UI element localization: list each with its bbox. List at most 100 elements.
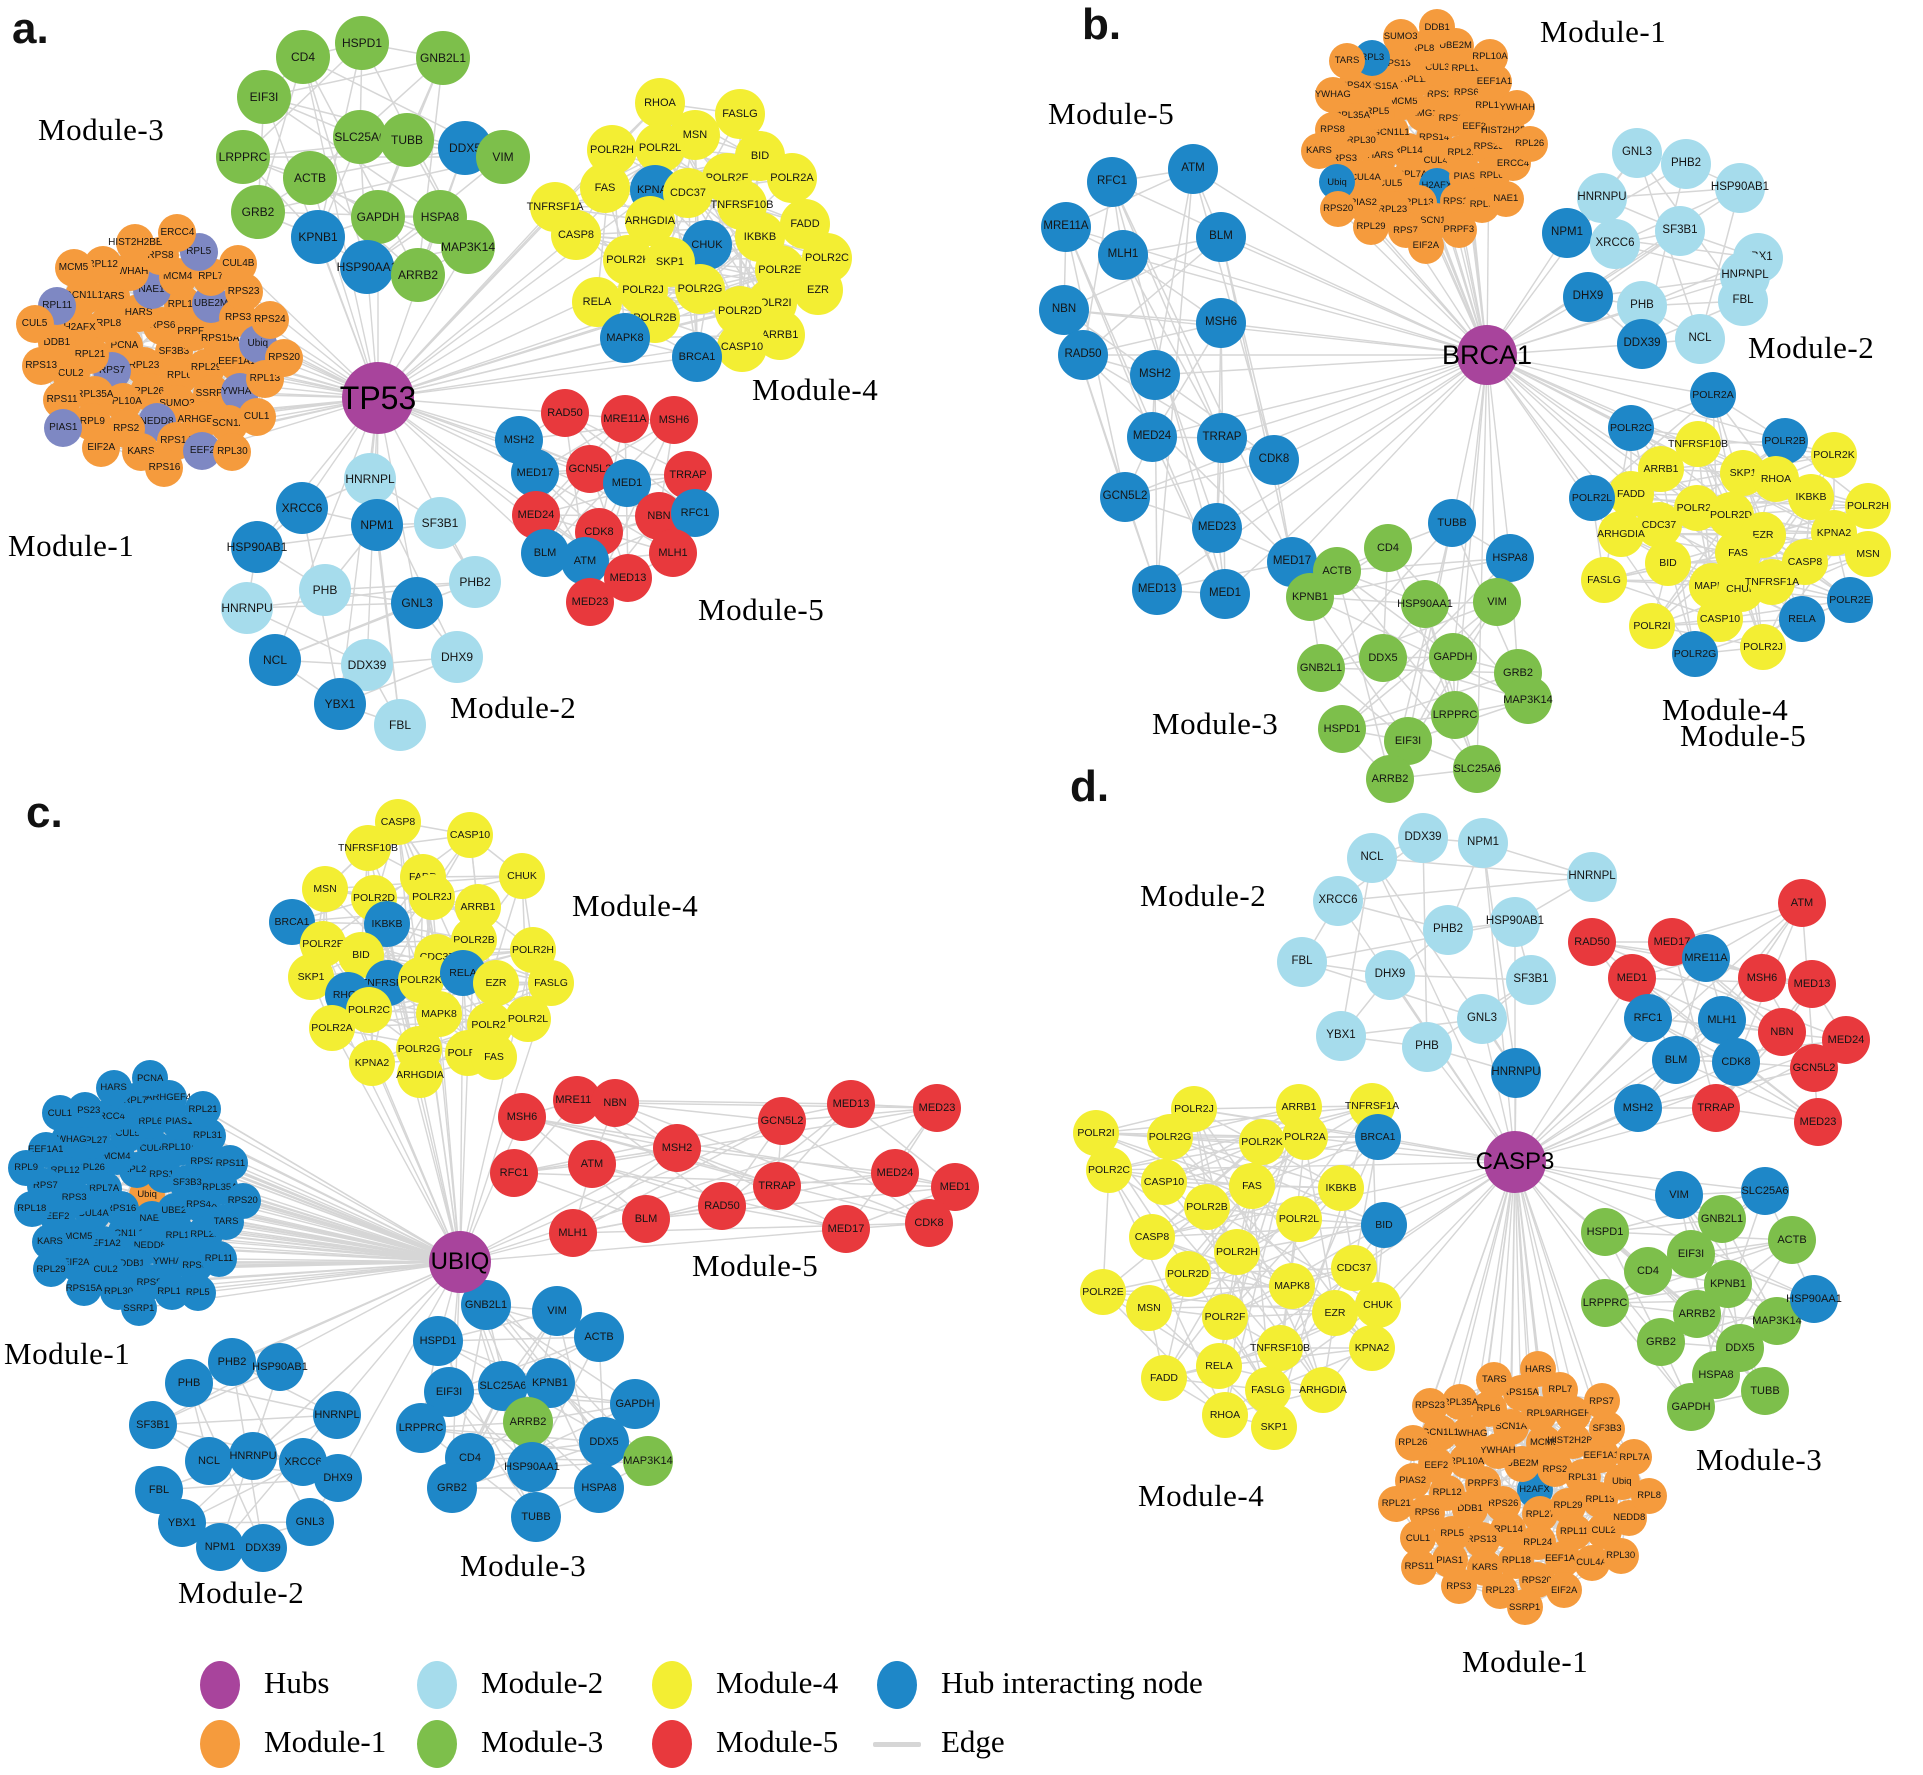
node-atm: ATM bbox=[1778, 879, 1826, 927]
node-blm: BLM bbox=[622, 1195, 670, 1243]
edge bbox=[1063, 309, 1488, 356]
node-phb2: PHB2 bbox=[449, 556, 501, 608]
node-gnb2l1: GNB2L1 bbox=[1297, 644, 1345, 692]
module-label-b-module-4: Module-4 bbox=[1662, 692, 1789, 727]
edge bbox=[377, 234, 577, 399]
node-med17: MED17 bbox=[822, 1205, 870, 1253]
node-med1: MED1 bbox=[1200, 569, 1250, 619]
edge bbox=[274, 397, 379, 661]
edge bbox=[377, 189, 656, 399]
edge bbox=[1422, 837, 1428, 1048]
node-msh6: MSH6 bbox=[650, 396, 698, 444]
module-label-c-module-3: Module-3 bbox=[460, 1548, 587, 1583]
edge bbox=[377, 206, 556, 399]
edge bbox=[1309, 596, 1409, 742]
node-ncl: NCL bbox=[185, 1437, 233, 1485]
node-hspd1: HSPD1 bbox=[413, 1316, 463, 1366]
node-tnfrsf10b: TNFRSF10B bbox=[338, 825, 398, 871]
node-med23: MED23 bbox=[1192, 503, 1242, 553]
node-eif2a: EIF2A bbox=[1546, 1572, 1583, 1609]
node-bid: BID bbox=[1645, 540, 1691, 586]
edge bbox=[1377, 1161, 1516, 1306]
edge bbox=[459, 1120, 783, 1263]
edge bbox=[437, 1336, 600, 1342]
edge bbox=[1301, 921, 1516, 963]
node-faslg: FASLG bbox=[1581, 557, 1627, 603]
node-hsp90aa1: HSP90AA1 bbox=[1786, 1275, 1842, 1323]
node-hsp90ab1: HSP90AB1 bbox=[252, 1343, 308, 1391]
node-cdk8: CDK8 bbox=[1712, 1038, 1760, 1086]
edge bbox=[1122, 254, 1488, 356]
node-faslg: FASLG bbox=[715, 89, 765, 139]
module-label-a-module-3: Module-3 bbox=[38, 112, 165, 147]
node-hars: HARS bbox=[95, 1070, 132, 1107]
edge bbox=[1154, 354, 1488, 376]
legend-label-module-4: Module-4 bbox=[716, 1665, 839, 1700]
edge bbox=[337, 1261, 461, 1479]
legend-swatch-hub-interacting-node bbox=[877, 1661, 917, 1709]
node-slc25a6: SLC25A6 bbox=[1453, 745, 1501, 793]
legend-swatch-module-4 bbox=[652, 1661, 692, 1709]
node-npm1: NPM1 bbox=[1542, 208, 1592, 258]
node-rps23: RPS23 bbox=[1412, 1387, 1449, 1424]
node-med13: MED13 bbox=[1788, 960, 1836, 1008]
node-msh6: MSH6 bbox=[1196, 298, 1246, 348]
edge bbox=[1389, 974, 1516, 1163]
node-polr2d: POLR2D bbox=[1165, 1251, 1211, 1297]
node-nbn: NBN bbox=[1039, 285, 1089, 335]
edge bbox=[1514, 1161, 1608, 1430]
node-med13: MED13 bbox=[1132, 565, 1182, 615]
edge bbox=[1647, 1017, 1847, 1041]
node-rpl29: RPL29 bbox=[33, 1251, 70, 1288]
node-gapdh: GAPDH bbox=[351, 190, 405, 244]
node-gnl3: GNL3 bbox=[1457, 994, 1507, 1044]
edge bbox=[1699, 187, 1741, 340]
edge bbox=[1514, 1161, 1539, 1370]
node-hnrnpl: HNRNPL bbox=[344, 453, 396, 505]
edge bbox=[1514, 1161, 1662, 1343]
node-msh6: MSH6 bbox=[1738, 954, 1786, 1002]
node-rpl10a: RPL10A bbox=[1448, 1443, 1485, 1480]
node-rpl23: RPL23 bbox=[1482, 1572, 1519, 1609]
legend-label-hub-interacting-node: Hub interacting node bbox=[941, 1665, 1203, 1700]
node-ddx39: DDX39 bbox=[239, 1524, 287, 1572]
node-casp8: CASP8 bbox=[551, 210, 601, 260]
node-rps16: RPS16 bbox=[145, 449, 184, 488]
node-cul1: CUL1 bbox=[41, 1095, 78, 1132]
edge bbox=[218, 1258, 461, 1263]
node-rfc1: RFC1 bbox=[1087, 157, 1137, 207]
edge bbox=[1220, 322, 1488, 356]
node-kpnb1: KPNB1 bbox=[1286, 573, 1334, 621]
edge bbox=[1111, 181, 1488, 356]
edge bbox=[438, 1013, 461, 1263]
edge bbox=[1476, 354, 1488, 770]
node-polr2g: POLR2G bbox=[1672, 631, 1718, 677]
legend-label-hubs: Hubs bbox=[264, 1665, 330, 1700]
node-polr2j: POLR2J bbox=[409, 874, 455, 920]
node-msh6: MSH6 bbox=[498, 1093, 546, 1141]
edge bbox=[676, 1147, 896, 1174]
node-polr2j: POLR2J bbox=[1740, 624, 1786, 670]
node-mapk8: MAPK8 bbox=[600, 313, 650, 363]
module-label-c-module-1: Module-1 bbox=[4, 1336, 131, 1371]
node-arrb1: ARRB1 bbox=[1638, 446, 1684, 492]
node-rfc1: RFC1 bbox=[1624, 994, 1672, 1042]
node-dhx9: DHX9 bbox=[314, 1454, 362, 1502]
edge bbox=[1337, 876, 1593, 902]
node-rad50: RAD50 bbox=[698, 1182, 746, 1230]
edge bbox=[1124, 354, 1488, 498]
node-kpna2: KPNA2 bbox=[349, 1040, 395, 1086]
node-msh2: MSH2 bbox=[653, 1124, 701, 1172]
node-rpl11: RPL11 bbox=[200, 1240, 237, 1277]
node-gnb2l1: GNB2L1 bbox=[1698, 1195, 1746, 1243]
node-phb2: PHB2 bbox=[1423, 905, 1473, 955]
node-ssrp1: SSRP1 bbox=[1506, 1589, 1543, 1626]
node-hsp90aa1: HSP90AA1 bbox=[1397, 580, 1453, 628]
node-sf3b1: SF3B1 bbox=[414, 497, 466, 549]
node-grb2: GRB2 bbox=[427, 1463, 477, 1513]
module-label-b-module-1: Module-1 bbox=[1540, 14, 1667, 49]
node-hspd1: HSPD1 bbox=[1581, 1208, 1629, 1256]
node-tars: TARS bbox=[1329, 42, 1366, 79]
edge bbox=[226, 1221, 461, 1263]
